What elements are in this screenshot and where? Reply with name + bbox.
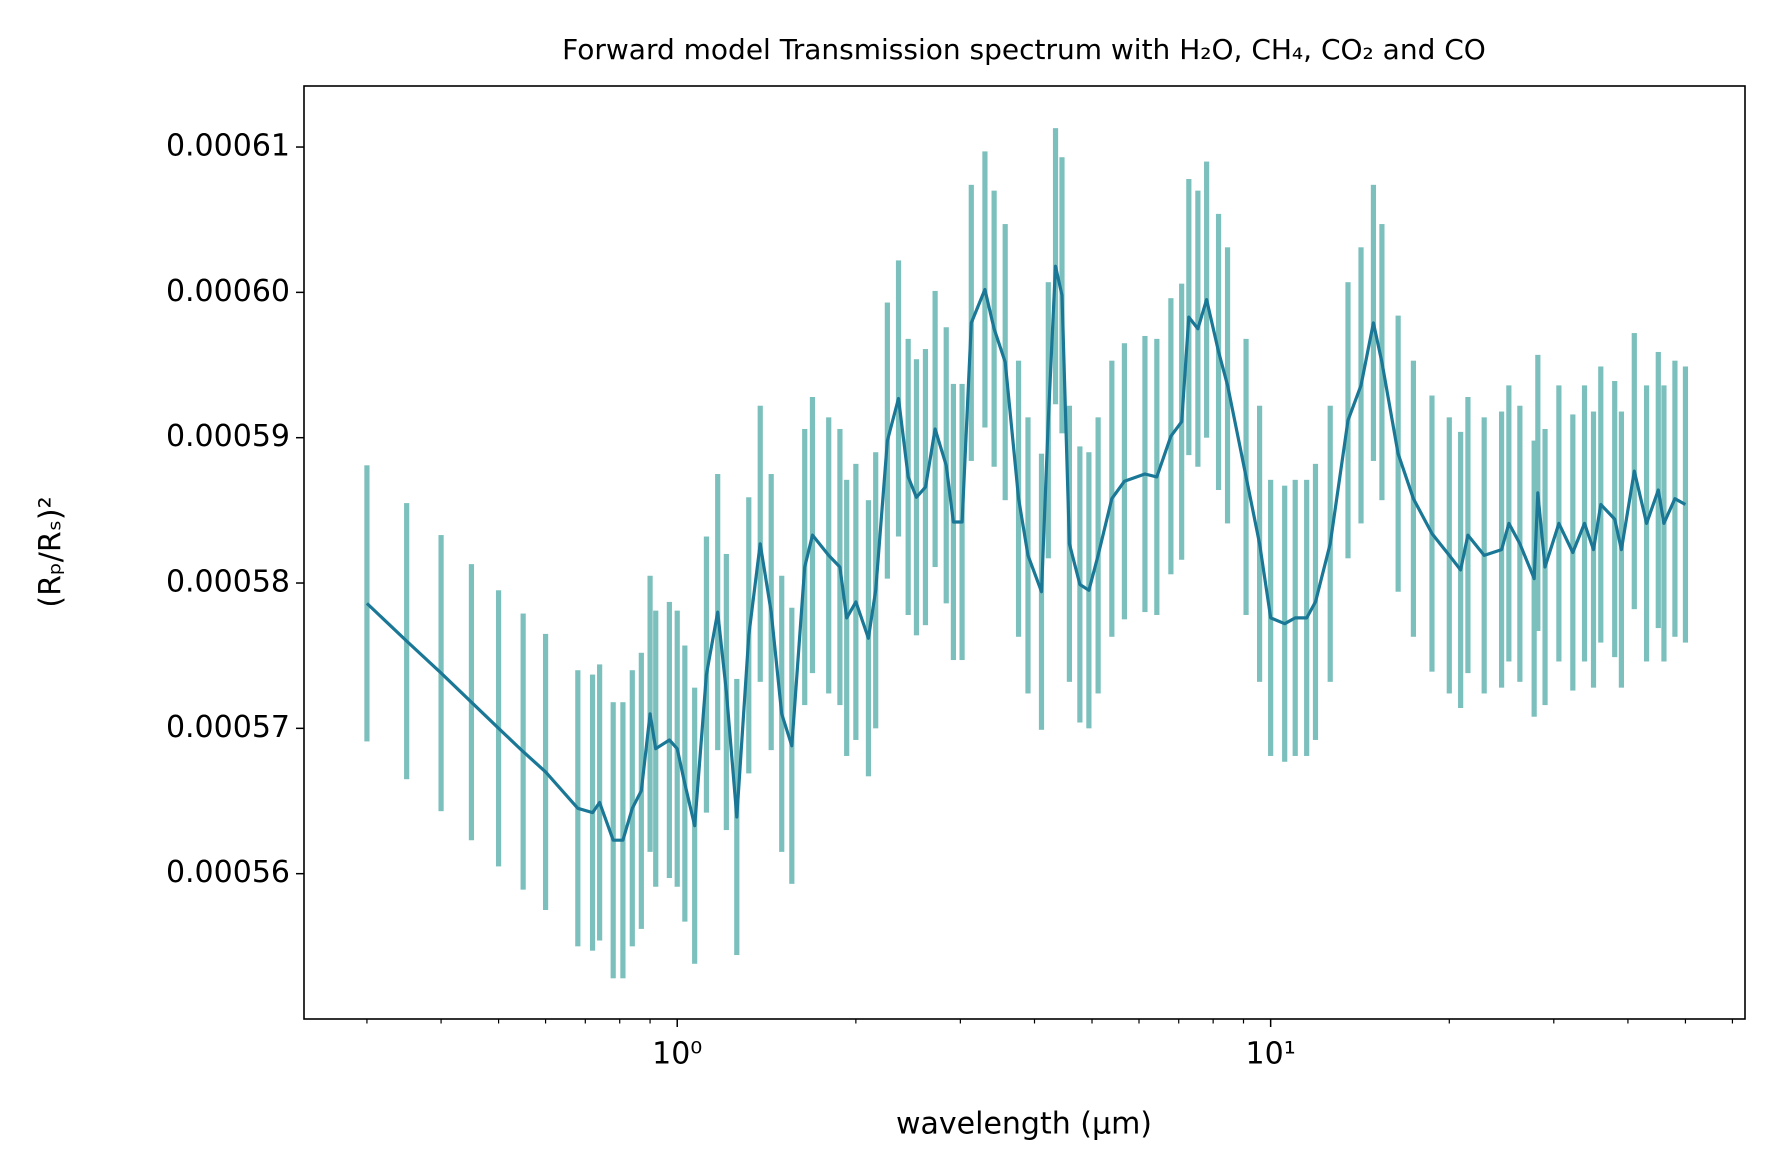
chart-title: Forward model Transmission spectrum with… bbox=[562, 33, 1486, 66]
x-tick-label: 10⁰ bbox=[652, 1037, 702, 1072]
y-axis-label: (Rₚ/Rₛ)² bbox=[34, 496, 69, 607]
y-tick-label: 0.00058 bbox=[166, 565, 290, 600]
error-bar bbox=[1682, 366, 1689, 643]
plot-frame bbox=[303, 85, 1746, 1020]
y-tick-label: 0.00056 bbox=[166, 855, 290, 890]
spectrum-line bbox=[365, 264, 1687, 842]
y-tick-label: 0.00059 bbox=[166, 419, 290, 454]
y-tick-label: 0.00061 bbox=[166, 129, 290, 164]
x-tick-label: 10¹ bbox=[1246, 1037, 1296, 1072]
y-tick-label: 0.00057 bbox=[166, 710, 290, 745]
x-axis-label: wavelength (µm) bbox=[896, 1107, 1152, 1142]
y-tick-label: 0.00060 bbox=[166, 274, 290, 309]
